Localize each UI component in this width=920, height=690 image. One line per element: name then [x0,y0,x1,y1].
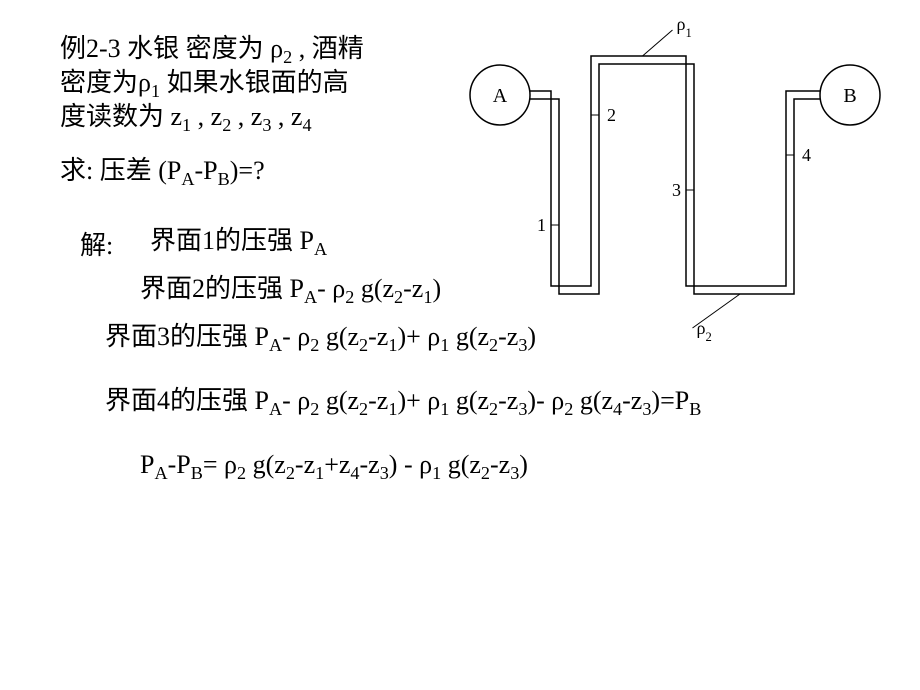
svg-text:4: 4 [802,145,811,165]
svg-text:B: B [843,85,856,107]
solution-step4: 界面4的压强 PA- ρ2 g(z2-z1)+ ρ1 g(z2-z3)- ρ2 … [105,380,701,417]
svg-text:1: 1 [537,215,546,235]
page: 例2-3 水银 密度为 ρ2 , 酒精 密度为ρ1 如果水银面的高 度读数为 z… [0,0,920,690]
svg-text:ρ1: ρ1 [677,14,692,40]
svg-text:A: A [493,85,508,107]
solution-result: PA-PB= ρ2 g(z2-z1+z4-z3) - ρ1 g(z2-z3) [140,450,528,480]
svg-text:3: 3 [672,180,681,200]
manometer-diagram: A Bρ1 ρ2 1 2 3 4 [0,0,920,360]
svg-text:ρ2: ρ2 [697,318,712,344]
svg-text:2: 2 [607,105,616,125]
